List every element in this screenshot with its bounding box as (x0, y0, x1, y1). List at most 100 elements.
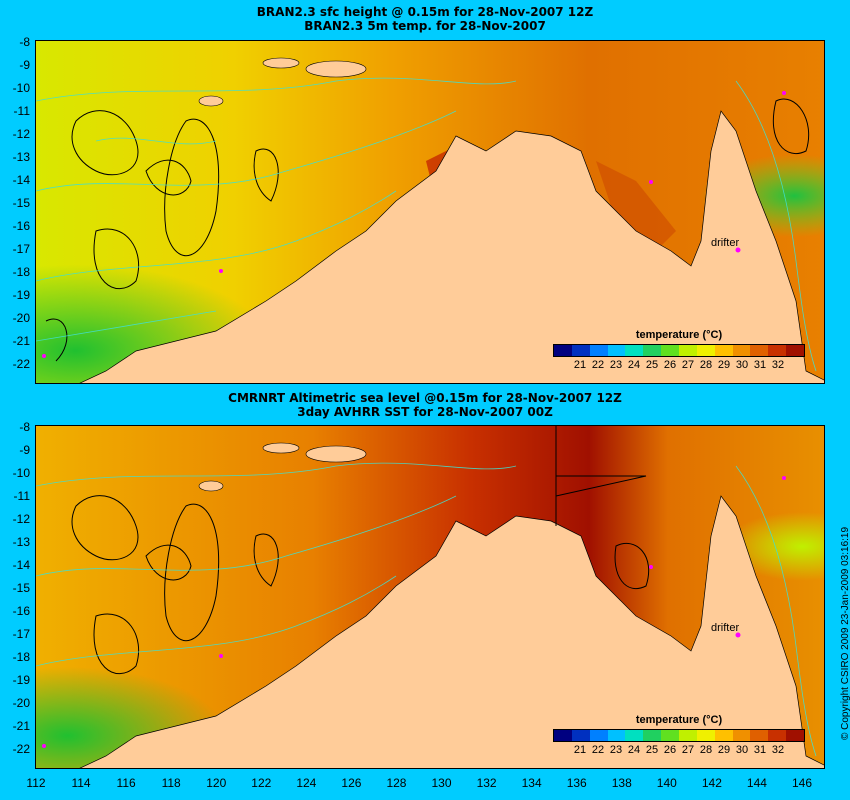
legend-swatch (625, 345, 644, 356)
legend-tick-label: 26 (663, 359, 677, 371)
lon-tick-label: 130 (431, 776, 452, 790)
lon-tick-label: 124 (296, 776, 317, 790)
top-legend-bar (553, 344, 805, 357)
lat-tick-label: -19 (12, 288, 30, 302)
lat-tick-label: -13 (12, 150, 30, 164)
lat-tick-label: -10 (12, 81, 30, 95)
lat-tick-label: -22 (12, 742, 30, 756)
legend-swatch (768, 345, 787, 356)
legend-tick-label: 22 (591, 359, 605, 371)
lon-tick-label: 144 (746, 776, 767, 790)
lat-tick-label: -13 (12, 535, 30, 549)
bottom-lat-axis: -8 -9 -10 -11 -12 -13 -14 -15 -16 -17 -18 -19 -20 -21… (0, 421, 34, 763)
legend-swatch (607, 730, 626, 741)
top-drifter-label: drifter (711, 237, 740, 249)
legend-tick-label: 27 (681, 359, 695, 371)
lat-tick-label: -21 (12, 334, 30, 348)
legend-tick-label: 28 (699, 359, 713, 371)
legend-tick-label: 28 (699, 744, 713, 756)
lat-tick-label: -15 (12, 196, 30, 210)
legend-swatch (625, 730, 644, 741)
lon-axis: 112 114 116 118 120 122 124 126 128 130 132 134 136 1… (0, 776, 850, 792)
legend-swatch (696, 730, 715, 741)
legend-swatch (750, 730, 769, 741)
lon-tick-label: 142 (701, 776, 722, 790)
lon-tick-label: 134 (521, 776, 542, 790)
lon-tick-label: 114 (71, 776, 91, 790)
lon-tick-label: 122 (251, 776, 272, 790)
legend-tick-label: 29 (717, 359, 731, 371)
lat-tick-label: -9 (19, 443, 30, 457)
top-legend-ticks: 21 22 23 24 25 26 27 28 29 30 31 32 (553, 357, 805, 371)
legend-tick-label: 30 (735, 359, 749, 371)
lon-tick-label: 138 (611, 776, 632, 790)
lon-tick-label: 146 (791, 776, 813, 790)
lat-tick-label: -12 (12, 512, 30, 526)
legend-swatch (571, 345, 590, 356)
top-panel-title-1: BRAN2.3 sfc height @ 0.15m for 28-Nov-20… (256, 5, 594, 19)
legend-swatch (786, 345, 805, 356)
legend-swatch (768, 730, 787, 741)
lat-tick-label: -16 (12, 604, 30, 618)
lat-tick-label: -14 (12, 558, 30, 572)
legend-swatch (589, 345, 608, 356)
bottom-map-svg (36, 426, 824, 768)
bottom-legend-ticks: 21 22 23 24 25 26 27 28 29 30 31 32 (553, 742, 805, 756)
legend-tick-label: 24 (627, 359, 641, 371)
lat-tick-label: -16 (12, 219, 30, 233)
top-legend: temperature (°C) 21 22 23 24 25 26 27 28 29 30 31 3… (553, 329, 805, 371)
legend-swatch (554, 730, 572, 741)
bottom-panel-title-2: 3day AVHRR SST for 28-Nov-2007 00Z (297, 405, 553, 419)
legend-tick-label: 31 (753, 359, 767, 371)
lon-tick-label: 136 (566, 776, 587, 790)
legend-tick-label: 27 (681, 744, 695, 756)
bottom-drifter-label: drifter (711, 622, 740, 634)
lat-tick-label: -11 (13, 104, 30, 118)
legend-swatch (732, 345, 751, 356)
lat-tick-label: -21 (12, 719, 30, 733)
lat-tick-label: -12 (12, 127, 30, 141)
legend-tick-label: 25 (645, 359, 659, 371)
lat-tick-label: -8 (19, 35, 30, 49)
lat-tick-label: -19 (12, 673, 30, 687)
bottom-legend: temperature (°C) 21 22 23 24 25 26 27 28 29 30 31 3… (553, 714, 805, 756)
lat-tick-label: -18 (12, 650, 30, 664)
legend-swatch (679, 345, 697, 356)
legend-tick-label: 32 (771, 744, 785, 756)
legend-tick-label: 31 (753, 744, 767, 756)
legend-tick-label: 25 (645, 744, 659, 756)
lon-tick-label: 118 (161, 776, 181, 790)
legend-tick-label: 30 (735, 744, 749, 756)
legend-swatch (750, 345, 769, 356)
lat-tick-label: -20 (12, 311, 30, 325)
lat-tick-label: -15 (12, 581, 30, 595)
legend-swatch (696, 345, 715, 356)
top-map-svg (36, 41, 824, 383)
lat-tick-label: -17 (12, 242, 30, 256)
legend-tick-label: 32 (771, 359, 785, 371)
lon-tick-label: 140 (656, 776, 677, 790)
lon-tick-label: 126 (341, 776, 362, 790)
legend-swatch (786, 730, 805, 741)
bottom-map: drifter temperature (°C) 21 22 23 24 25 26 27 2… (35, 425, 825, 769)
legend-tick-label: 29 (717, 744, 731, 756)
legend-tick-label: 21 (573, 744, 587, 756)
lat-tick-label: -22 (12, 357, 30, 371)
legend-swatch (643, 345, 662, 356)
legend-swatch (661, 345, 680, 356)
legend-swatch (714, 345, 733, 356)
copyright-text: © Copyright CSIRO 2009 23-Jan-2009 03:16… (840, 526, 850, 740)
top-map: drifter temperature (°C) 21 22 23 24 25 26 27 2… (35, 40, 825, 384)
bottom-legend-bar (553, 729, 805, 742)
top-panel-title-2: BRAN2.3 5m temp. for 28-Nov-2007 (304, 19, 546, 33)
legend-swatch (732, 730, 751, 741)
legend-swatch (714, 730, 733, 741)
top-legend-title: temperature (°C) (635, 329, 723, 341)
lat-tick-label: -9 (19, 58, 30, 72)
lon-tick-label: 112 (26, 776, 46, 790)
legend-swatch (589, 730, 608, 741)
lat-tick-label: -14 (12, 173, 30, 187)
legend-swatch (607, 345, 626, 356)
lon-tick-label: 128 (386, 776, 407, 790)
bottom-legend-title: temperature (°C) (635, 714, 723, 726)
